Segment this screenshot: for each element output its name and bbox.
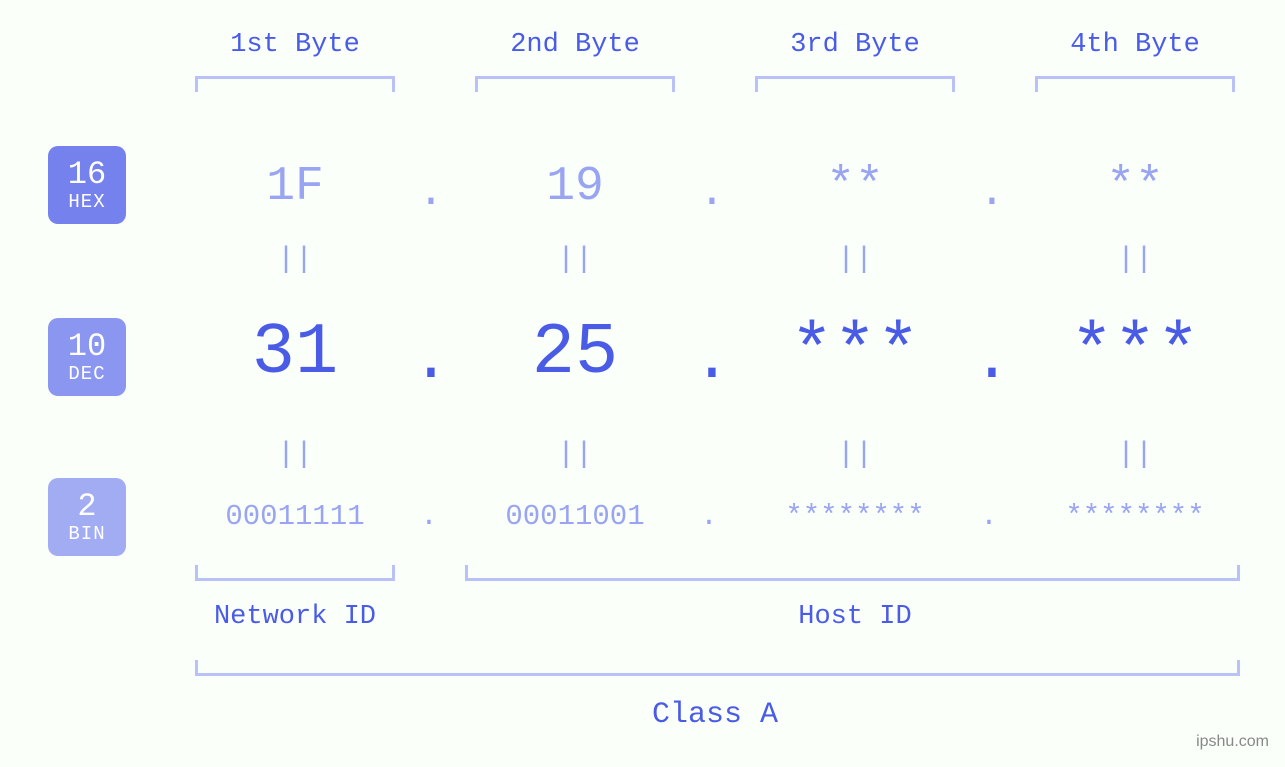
- label-network-id: Network ID: [180, 602, 410, 632]
- eq-upper-1: ||: [180, 243, 410, 277]
- eq-lower-1: ||: [180, 438, 410, 472]
- bracket-top-4: [1035, 76, 1235, 92]
- hex-byte-2: 19: [460, 160, 690, 214]
- badge-bin-base: 2: [77, 489, 96, 524]
- bracket-top-2: [475, 76, 675, 92]
- badge-hex-base: 16: [68, 157, 106, 192]
- label-host-id: Host ID: [460, 602, 1250, 632]
- hex-byte-1: 1F: [180, 160, 410, 214]
- dec-dot-3: .: [967, 325, 1017, 397]
- bin-byte-2: 00011001: [452, 500, 698, 533]
- dec-byte-3: ***: [740, 312, 970, 394]
- bracket-host: [465, 565, 1240, 581]
- badge-dec-label: DEC: [68, 364, 105, 385]
- eq-upper-2: ||: [460, 243, 690, 277]
- byte-header-2: 2nd Byte: [460, 30, 690, 60]
- eq-upper-4: ||: [1020, 243, 1250, 277]
- byte-header-1: 1st Byte: [180, 30, 410, 60]
- label-class: Class A: [180, 698, 1250, 732]
- badge-dec-base: 10: [68, 329, 106, 364]
- bin-dot-1: .: [414, 500, 444, 533]
- bracket-class: [195, 660, 1240, 676]
- hex-dot-2: .: [687, 168, 737, 218]
- badge-hex: 16 HEX: [48, 146, 126, 224]
- dec-byte-1: 31: [180, 312, 410, 394]
- byte-header-3: 3rd Byte: [740, 30, 970, 60]
- eq-lower-4: ||: [1020, 438, 1250, 472]
- bin-dot-3: .: [974, 500, 1004, 533]
- hex-byte-4: **: [1020, 160, 1250, 214]
- badge-dec: 10 DEC: [48, 318, 126, 396]
- bin-byte-3: ********: [732, 500, 978, 533]
- eq-lower-3: ||: [740, 438, 970, 472]
- dec-byte-2: 25: [460, 312, 690, 394]
- bin-byte-4: ********: [1012, 500, 1258, 533]
- byte-header-4: 4th Byte: [1020, 30, 1250, 60]
- bin-dot-2: .: [694, 500, 724, 533]
- badge-bin-label: BIN: [68, 524, 105, 545]
- dec-byte-4: ***: [1020, 312, 1250, 394]
- hex-dot-3: .: [967, 168, 1017, 218]
- badge-hex-label: HEX: [68, 192, 105, 213]
- bracket-network: [195, 565, 395, 581]
- bin-byte-1: 00011111: [172, 500, 418, 533]
- dec-dot-1: .: [406, 325, 456, 397]
- hex-dot-1: .: [406, 168, 456, 218]
- dec-dot-2: .: [687, 325, 737, 397]
- badge-bin: 2 BIN: [48, 478, 126, 556]
- eq-lower-2: ||: [460, 438, 690, 472]
- bracket-top-3: [755, 76, 955, 92]
- watermark: ipshu.com: [1196, 733, 1269, 751]
- hex-byte-3: **: [740, 160, 970, 214]
- bracket-top-1: [195, 76, 395, 92]
- eq-upper-3: ||: [740, 243, 970, 277]
